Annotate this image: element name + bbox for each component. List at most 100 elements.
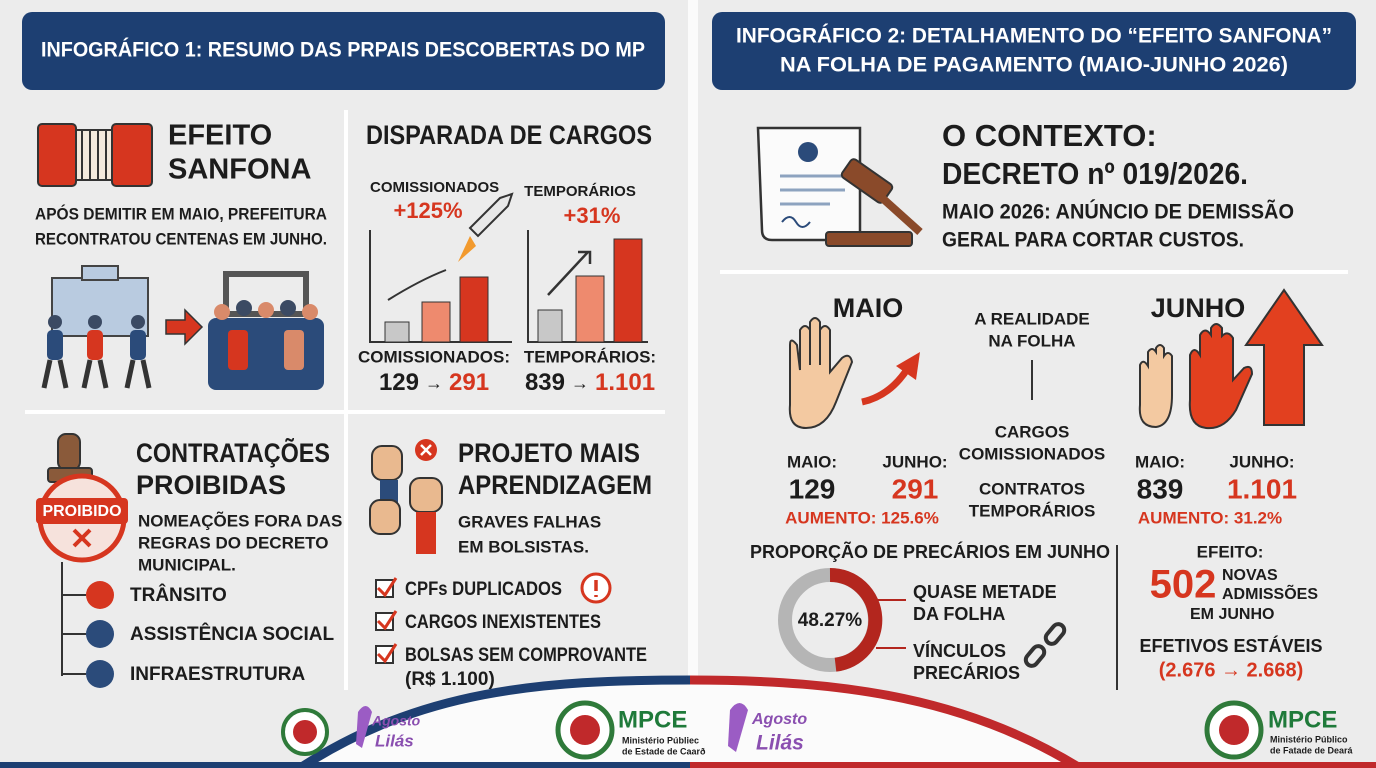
stat-value: 1.101 bbox=[1227, 473, 1297, 504]
footer-wave bbox=[689, 675, 1083, 768]
trend-line bbox=[387, 269, 447, 301]
section-title: SANFONA bbox=[168, 154, 311, 186]
org-subtitle: Ministério Públiec bbox=[622, 735, 699, 745]
center-label: CONTRATOS bbox=[979, 479, 1085, 498]
donut-arc bbox=[829, 567, 883, 672]
hand-icon bbox=[788, 317, 854, 430]
section-text: APÓS DEMITIR EM MAIO, PREFEITURA bbox=[35, 204, 327, 223]
campaign-label: Agosto bbox=[751, 711, 807, 728]
list-item: INFRAESTRUTURA bbox=[130, 664, 305, 685]
stat-caption: TEMPORÁRIOS: bbox=[524, 347, 656, 366]
crowd bbox=[302, 304, 318, 320]
panel-title: INFOGRÁFICO 2: DETALHAMENTO DO “EFEITO S… bbox=[736, 25, 1332, 48]
chart-label: COMISSIONADOS bbox=[370, 179, 499, 196]
chart-change: +125% bbox=[393, 198, 462, 223]
center-label: COMISSIONADOS bbox=[959, 444, 1105, 463]
crowd bbox=[228, 330, 248, 370]
stat-value: 291 bbox=[892, 473, 939, 504]
footer-strip bbox=[0, 762, 690, 768]
curve-arrow bbox=[861, 366, 911, 406]
document-icon bbox=[780, 174, 845, 206]
effect-text: NOVAS bbox=[1222, 567, 1278, 584]
stat-from: 839 bbox=[525, 369, 565, 396]
hand bbox=[416, 512, 436, 554]
hand bbox=[409, 477, 443, 513]
accordion-icon bbox=[111, 123, 153, 187]
stat-increase: AUMENTO: 125.6% bbox=[785, 508, 939, 527]
accordion-icon bbox=[81, 130, 107, 180]
gavel-icon bbox=[825, 231, 913, 247]
crowd bbox=[208, 318, 324, 390]
hand bbox=[371, 445, 403, 481]
people-icon bbox=[41, 315, 152, 389]
chart-bar bbox=[537, 309, 563, 343]
checkmark bbox=[376, 610, 398, 631]
donut-caption: QUASE METADE bbox=[913, 582, 1057, 602]
column-heading: JUNHO bbox=[1151, 293, 1246, 323]
footer-wave bbox=[297, 675, 691, 768]
connector bbox=[876, 599, 906, 649]
checkbox bbox=[375, 579, 394, 598]
section-text: GRAVES FALHAS bbox=[458, 512, 601, 531]
effect-text: ADMISSÕES bbox=[1222, 583, 1318, 603]
stat-label: JUNHO: bbox=[882, 452, 947, 471]
stat-label: JUNHO: bbox=[1229, 452, 1294, 471]
donut-label: 48.27% bbox=[798, 610, 863, 631]
list-item: ASSISTÊNCIA SOCIAL bbox=[130, 623, 334, 645]
crowd bbox=[280, 300, 296, 316]
person bbox=[48, 315, 62, 329]
gavel-icon bbox=[877, 193, 923, 235]
list-item: CARGOS INEXISTENTES bbox=[405, 612, 601, 633]
section-text: MAIO 2026: ANÚNCIO DE DEMISSÃO bbox=[942, 200, 1294, 224]
stat-label: MAIO: bbox=[787, 452, 837, 471]
section-text: MUNICIPAL. bbox=[138, 555, 236, 574]
section-title: DISPARADA DE CARGOS bbox=[366, 120, 652, 150]
section-title: PROJETO MAIS bbox=[458, 438, 640, 468]
section-title: DECRETO nº 019/2026. bbox=[942, 156, 1248, 191]
rocket-icon bbox=[458, 192, 514, 262]
stat-label: MAIO: bbox=[1135, 452, 1185, 471]
stat-value: 839 bbox=[1137, 473, 1184, 504]
emblem bbox=[293, 720, 317, 744]
hand bbox=[420, 444, 432, 456]
trend-arrow bbox=[547, 250, 592, 296]
center-label: TEMPORÁRIOS bbox=[969, 501, 1096, 520]
effect-title: EFETIVOS ESTÁVEIS bbox=[1139, 635, 1322, 656]
center-label: NA FOLHA bbox=[988, 331, 1075, 350]
crowd bbox=[258, 302, 274, 318]
section-text: NOMEAÇÕES FORA DAS bbox=[138, 510, 342, 530]
title-bar bbox=[712, 12, 1356, 90]
person bbox=[131, 315, 145, 329]
checkbox bbox=[375, 645, 394, 664]
chart-bar bbox=[575, 275, 605, 343]
arrow-icon bbox=[165, 308, 204, 346]
person bbox=[81, 359, 109, 389]
person bbox=[88, 315, 102, 329]
accordion-icon bbox=[37, 123, 77, 187]
chart-label: TEMPORÁRIOS bbox=[524, 183, 636, 200]
document-icon bbox=[798, 142, 818, 162]
emblem bbox=[570, 715, 600, 745]
panel-title: INFOGRÁFICO 1: RESUMO DAS PRPAIS DESCOBE… bbox=[41, 39, 645, 62]
hands-icon bbox=[369, 439, 443, 554]
stat-increase: AUMENTO: 31.2% bbox=[1138, 508, 1282, 527]
org-subtitle: de Estade de Caarð bbox=[622, 746, 706, 756]
list-note: (R$ 1.100) bbox=[405, 669, 495, 690]
section-text: REGRAS DO DECRETO bbox=[138, 533, 329, 552]
up-arrow bbox=[1244, 288, 1324, 426]
chart-bar bbox=[384, 321, 410, 343]
stat-value: 129 bbox=[789, 473, 836, 504]
section-title: O CONTEXTO: bbox=[942, 118, 1157, 153]
signature bbox=[781, 216, 811, 228]
list-item: TRÂNSITO bbox=[130, 584, 227, 606]
rocket bbox=[468, 192, 514, 238]
org-name: MPCE bbox=[618, 706, 687, 733]
building-icon bbox=[81, 265, 119, 281]
checkbox bbox=[375, 612, 394, 631]
person bbox=[87, 330, 103, 360]
checkmark bbox=[376, 577, 398, 598]
stat-change: 839 → 1.101 bbox=[525, 369, 655, 396]
footer-strip bbox=[690, 762, 1376, 768]
curve-arrow bbox=[896, 352, 920, 380]
